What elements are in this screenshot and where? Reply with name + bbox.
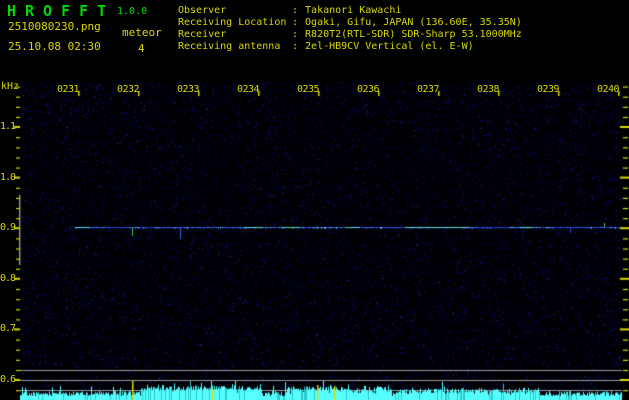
colon: : xyxy=(292,17,299,28)
colon: : xyxy=(292,41,299,52)
app-version: 1.0.0 xyxy=(117,6,148,17)
freq-tick-label: 1.1 xyxy=(0,121,16,132)
info-row-observer: Observer : Takanori Kawachi xyxy=(178,5,522,17)
timestamp-label: 25.10.08 02:30 xyxy=(8,40,101,53)
info-row-receiver: Receiver : R820T2(RTL-SDR) SDR-Sharp 53.… xyxy=(178,29,522,41)
mode-label: meteor xyxy=(122,26,162,39)
time-tick-label: 0236 xyxy=(357,84,380,95)
observer-info-block: Observer : Takanori Kawachi Receiving Lo… xyxy=(178,5,522,53)
app-title: HROFFT xyxy=(7,2,116,20)
time-tick-label: 0240 xyxy=(597,84,620,95)
colon: : xyxy=(292,29,299,40)
info-value: Takanori Kawachi xyxy=(305,5,402,16)
time-tick-label: 0239 xyxy=(537,84,560,95)
freq-tick-label: 0.7 xyxy=(0,323,16,334)
info-label: Observer xyxy=(178,5,227,16)
info-row-antenna: Receiving antenna : 2el-HB9CV Vertical (… xyxy=(178,41,522,53)
info-value: R820T2(RTL-SDR) SDR-Sharp 53.1000MHz xyxy=(305,29,522,40)
info-value: 2el-HB9CV Vertical (el. E-W) xyxy=(305,41,474,52)
time-tick-label: 0237 xyxy=(417,84,440,95)
freq-tick-label: 0.6 xyxy=(0,374,16,385)
time-tick-label: 0238 xyxy=(477,84,500,95)
info-label: Receiver xyxy=(178,29,227,40)
time-tick-label: 0234 xyxy=(237,84,260,95)
time-tick-label: 0232 xyxy=(117,84,140,95)
event-count: 4 xyxy=(138,42,145,55)
time-tick-label: 0235 xyxy=(297,84,320,95)
colon: : xyxy=(292,5,299,16)
info-row-location: Receiving Location : Ogaki, Gifu, JAPAN … xyxy=(178,17,522,29)
info-label: Receiving antenna xyxy=(178,41,281,52)
info-value: Ogaki, Gifu, JAPAN (136.60E, 35.35N) xyxy=(305,17,522,28)
freq-tick-label: 0.8 xyxy=(0,273,16,284)
filename-label: 2510080230.png xyxy=(8,20,101,33)
info-label: Receiving Location xyxy=(178,17,287,28)
freq-tick-label: 1.0 xyxy=(0,172,16,183)
freq-tick-label: 0.9 xyxy=(0,222,16,233)
time-tick-label: 0233 xyxy=(177,84,200,95)
freq-axis-unit: kHz xyxy=(1,81,20,92)
time-tick-label: 0231 xyxy=(57,84,80,95)
